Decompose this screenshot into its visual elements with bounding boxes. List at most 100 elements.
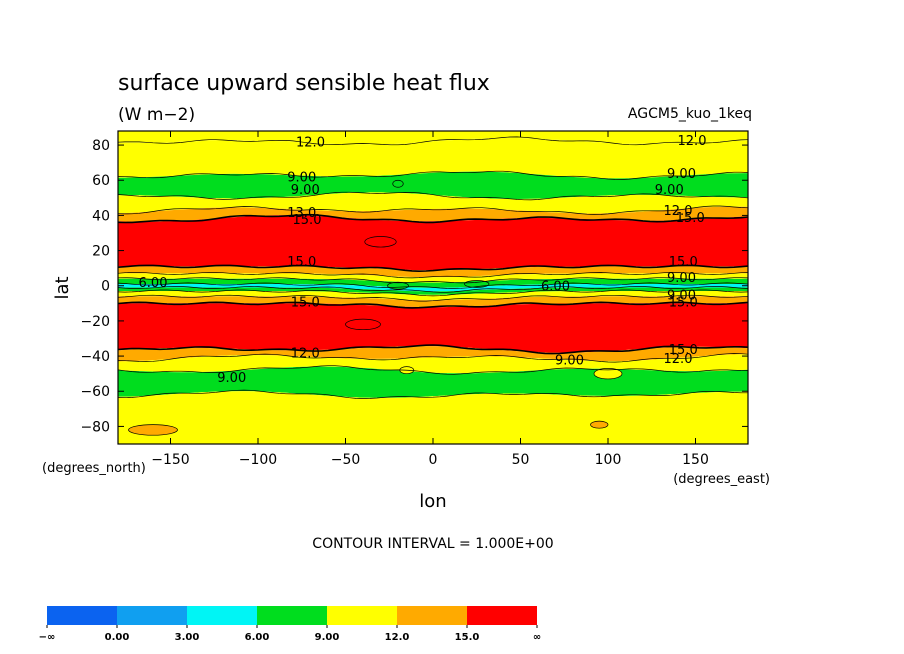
colorbar-swatch-2 <box>187 606 257 625</box>
contour-label-4: 9.00 <box>667 167 696 182</box>
contour-line-15 <box>117 353 749 363</box>
contour-label-15: 9.00 <box>667 289 696 304</box>
patch-5 <box>590 420 609 429</box>
y-tick-label-1: 60 <box>92 173 110 189</box>
band-7 <box>118 273 748 283</box>
x-axis-ticks: −150 −100 −50 0 50 100 150 <box>151 131 709 468</box>
colorbar-label-5: 12.0 <box>385 632 410 643</box>
y-axis-ticks: 80 60 40 20 0 −20 −40 −60 −80 <box>80 138 748 435</box>
run-label: AGCM5_kuo_1keq <box>628 106 752 122</box>
y-tick-label-8: −80 <box>80 419 110 435</box>
band-3 <box>118 192 748 214</box>
colorbar-swatch-4 <box>327 606 397 625</box>
y-unit-note: (degrees_north) <box>42 461 146 476</box>
contour-label-10: 15.0 <box>287 255 316 270</box>
patch-4 <box>128 424 178 436</box>
x-axis-label: lon <box>419 491 446 512</box>
x-tick-label-2: −50 <box>331 452 361 468</box>
colorbar-swatch-1 <box>117 606 187 625</box>
contour-line-10 <box>117 286 749 293</box>
contour-label-5: 9.00 <box>655 183 684 198</box>
band-4 <box>118 206 748 222</box>
contour-label-12: 6.00 <box>139 276 168 291</box>
band-1 <box>118 137 748 179</box>
contour-label-9: 15.0 <box>676 211 705 226</box>
patch-2 <box>392 179 404 188</box>
contour-line-8 <box>117 277 749 284</box>
chart-title: surface upward sensible heat flux <box>118 71 490 96</box>
contour-line-5 <box>117 213 749 224</box>
band-9 <box>118 284 748 292</box>
chart-units: (W m−2) <box>118 105 195 125</box>
contour-line-17 <box>117 389 748 399</box>
colorbar-label-0: −∞ <box>39 632 56 643</box>
contour-label-21: 9.00 <box>555 354 584 369</box>
colorbar-swatch-3 <box>257 606 327 625</box>
contour-interval-note: CONTOUR INTERVAL = 1.000E+00 <box>312 536 553 552</box>
contour-label-19: 12.0 <box>291 347 320 362</box>
colorbar-label-3: 6.00 <box>245 632 270 643</box>
band-17 <box>118 391 748 444</box>
y-tick-label-4: 0 <box>101 279 110 295</box>
band-10 <box>118 287 748 295</box>
colorbar-swatch-0 <box>47 606 117 625</box>
contour-line-16 <box>117 365 749 375</box>
patch-6 <box>593 368 623 380</box>
contour-line-2 <box>117 170 749 180</box>
patch-7 <box>387 281 409 290</box>
colorbar <box>47 606 537 625</box>
band-6 <box>118 266 748 278</box>
band-16 <box>118 366 748 398</box>
y-axis-label: lat <box>52 276 73 299</box>
y-tick-label-0: 80 <box>92 138 110 154</box>
x-unit-note: (degrees_east) <box>673 472 770 487</box>
x-tick-label-5: 100 <box>595 452 622 468</box>
band-15 <box>118 354 748 374</box>
colorbar-label-2: 3.00 <box>175 632 200 643</box>
band-12 <box>118 296 748 308</box>
patch-0 <box>364 236 397 248</box>
contour-label-3: 9.00 <box>291 183 320 198</box>
x-tick-label-4: 50 <box>512 452 530 468</box>
contour-label-7: 15.0 <box>293 213 322 228</box>
colorbar-swatch-5 <box>397 606 467 625</box>
contour-patches <box>128 179 623 436</box>
y-tick-label-5: −20 <box>80 314 110 330</box>
contour-label-22: 9.00 <box>217 371 246 386</box>
contour-label-17: 15.0 <box>669 296 698 311</box>
contour-label-20: 12.0 <box>664 352 693 367</box>
patch-1 <box>345 318 381 331</box>
contour-label-18: 15.0 <box>669 343 698 358</box>
colorbar-label-7: ∞ <box>533 632 541 643</box>
contour-line-7 <box>117 272 749 279</box>
y-tick-label-3: 20 <box>92 244 110 260</box>
contour-labels: 12.0 12.09.009.009.009.0013.015.012.015.0… <box>139 134 707 386</box>
contour-label-11: 15.0 <box>669 255 698 270</box>
contour-label-13: 6.00 <box>541 280 570 295</box>
contour-lines <box>117 136 749 399</box>
contour-line-14 <box>117 344 749 355</box>
colorbar-label-4: 9.00 <box>315 632 340 643</box>
contour-line-1 <box>117 136 749 146</box>
contour-label-8: 12.0 <box>664 204 693 219</box>
colorbar-swatch-6 <box>467 606 537 625</box>
band-14 <box>118 346 748 362</box>
x-tick-label-1: −100 <box>239 452 277 468</box>
y-tick-label-7: −60 <box>80 384 110 400</box>
band-5 <box>118 215 748 271</box>
contour-line-12 <box>117 294 749 302</box>
contour-label-1: 12.0 <box>678 134 707 149</box>
colorbar-labels: −∞ 0.00 3.00 6.00 9.00 12.0 15.0 ∞ <box>39 625 541 643</box>
x-tick-label-0: −150 <box>151 452 189 468</box>
contour-label-6: 13.0 <box>287 206 316 221</box>
contour-line-6 <box>117 264 749 273</box>
contour-line-3 <box>117 191 749 201</box>
band-2 <box>118 171 748 199</box>
contour-line-11 <box>117 289 749 297</box>
contour-label-0: 12.0 <box>296 136 325 151</box>
x-tick-label-6: 150 <box>682 452 709 468</box>
band-8 <box>118 278 748 288</box>
contour-line-13 <box>117 301 749 309</box>
contour-label-16: 15.0 <box>291 296 320 311</box>
contour-line-4 <box>117 205 749 215</box>
